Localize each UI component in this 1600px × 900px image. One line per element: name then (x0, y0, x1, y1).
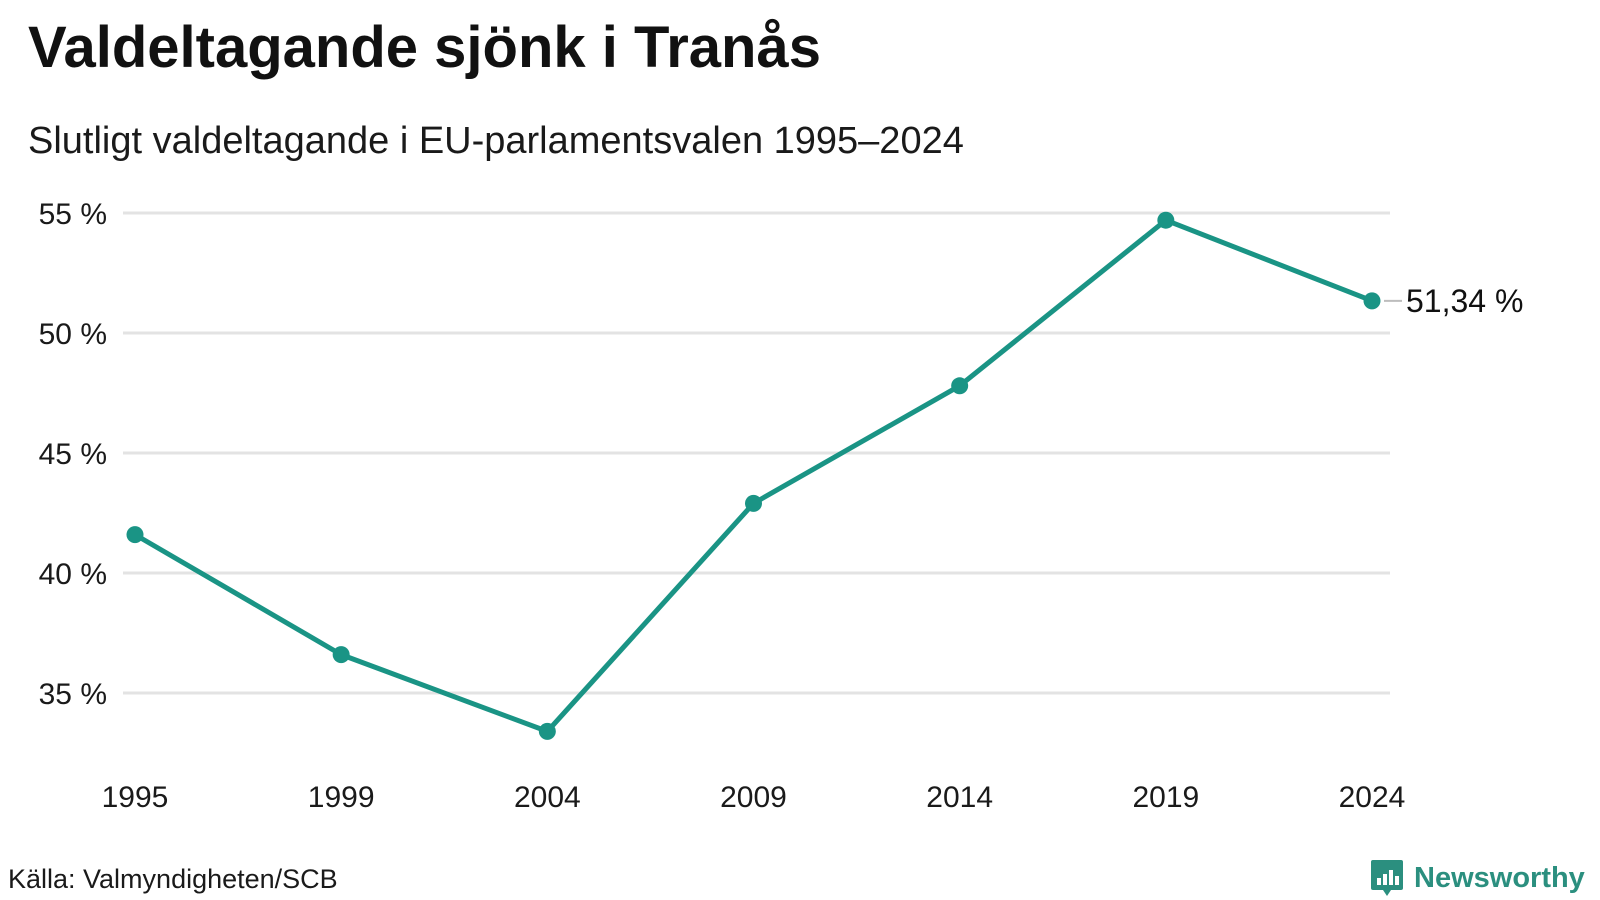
y-tick-label: 45 % (39, 438, 107, 471)
grid-layer (123, 211, 1390, 695)
y-tick-label: 50 % (39, 318, 107, 351)
data-points (126, 211, 1381, 740)
x-tick-label: 2019 (1132, 781, 1199, 814)
data-point (1157, 211, 1175, 229)
bar-chart-badge-icon (1371, 860, 1403, 896)
x-tick-label: 1999 (308, 781, 375, 814)
chart-subtitle: Slutligt valdeltagande i EU-parlamentsva… (28, 120, 964, 162)
x-axis-ticks: 1995 1999 2004 2009 2014 2019 2024 (102, 781, 1406, 814)
data-point (1363, 292, 1381, 310)
brand-logo: Newsworthy (1370, 858, 1585, 898)
x-tick-label: 2014 (926, 781, 993, 814)
y-tick-label: 55 % (39, 198, 107, 231)
x-tick-label: 1995 (102, 781, 169, 814)
y-axis-ticks: 35 % 40 % 45 % 50 % 55 % (39, 198, 107, 711)
data-point (332, 646, 350, 664)
series-line-layer (132, 217, 1375, 734)
data-point (538, 722, 556, 740)
data-point (951, 377, 969, 395)
x-tick-label: 2004 (514, 781, 581, 814)
data-label-layer: 51,34 % (1384, 283, 1523, 319)
y-tick-label: 35 % (39, 678, 107, 711)
brand-name: Newsworthy (1414, 861, 1585, 894)
y-tick-label: 40 % (39, 558, 107, 591)
x-tick-label: 2009 (720, 781, 787, 814)
end-value-label: 51,34 % (1406, 283, 1523, 319)
series-line (132, 217, 1375, 734)
data-point (126, 526, 144, 544)
chart-title: Valdeltagande sjönk i Tranås (28, 15, 821, 80)
x-tick-label: 2024 (1339, 781, 1406, 814)
source-note: Källa: Valmyndigheten/SCB (8, 864, 338, 894)
data-point (745, 494, 762, 512)
